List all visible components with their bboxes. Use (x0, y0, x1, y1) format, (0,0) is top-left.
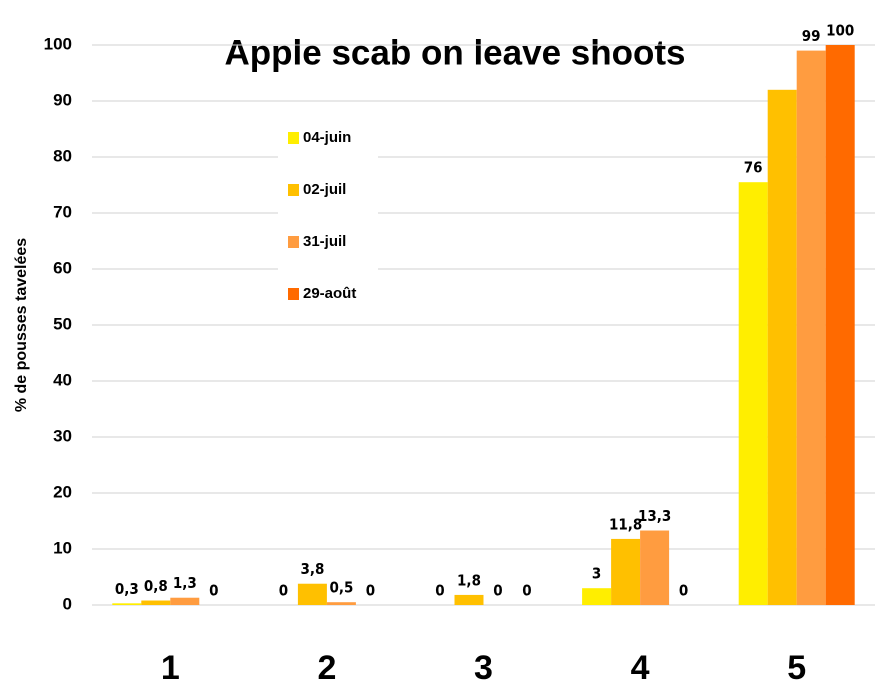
value-label: 0,5 (329, 579, 353, 597)
bar (141, 600, 171, 605)
bar (796, 50, 826, 606)
value-label: 0 (435, 582, 444, 600)
value-label: 11,8 (609, 515, 642, 533)
legend-swatch (288, 132, 299, 144)
bar (582, 588, 612, 605)
value-label: 0 (493, 582, 502, 600)
bar (825, 45, 855, 605)
bar (767, 89, 797, 606)
y-tick-label: 30 (53, 426, 72, 445)
value-label: 0 (279, 582, 288, 600)
legend-label: 29-août (303, 285, 356, 302)
legend-label: 04-juin (303, 129, 351, 146)
y-axis-label: % de pousses tavelées (13, 238, 30, 412)
value-label: 100 (826, 22, 854, 40)
y-tick-label: 20 (53, 482, 72, 501)
y-tick-label: 60 (53, 258, 72, 277)
value-label: 0,8 (144, 577, 168, 595)
bar (640, 530, 670, 605)
legend-swatch (288, 184, 299, 196)
y-tick-label: 50 (53, 314, 72, 333)
x-tick-label: 2 (317, 649, 336, 687)
value-label: 0,3 (115, 580, 139, 598)
legend-swatch (288, 288, 299, 300)
x-tick-label: 3 (474, 649, 493, 687)
legend-swatch (288, 236, 299, 248)
value-label: 0 (366, 582, 375, 600)
y-tick-label: 10 (53, 538, 72, 557)
value-label: 3 (592, 565, 601, 583)
value-label: 0 (522, 582, 531, 600)
x-tick-label: 1 (161, 649, 180, 687)
value-label: 0 (679, 582, 688, 600)
bar (738, 182, 768, 605)
y-tick-label: 40 (53, 370, 72, 389)
bar (112, 603, 142, 605)
legend-label: 02-juil (303, 181, 346, 198)
y-tick-label: 90 (53, 90, 72, 109)
y-tick-label: 100 (44, 34, 72, 53)
chart-title: Apple scab on leave shoots (225, 33, 686, 72)
bar (170, 597, 200, 605)
bar (454, 594, 484, 605)
value-label: 1,3 (173, 574, 197, 592)
y-tick-label: 80 (53, 146, 72, 165)
value-label: 3,8 (300, 560, 324, 578)
legend-label: 31-juil (303, 233, 346, 250)
value-label: 99 (802, 27, 821, 45)
value-label: 76 (744, 159, 763, 177)
value-label: 1,8 (457, 571, 481, 589)
value-label: 0 (209, 582, 218, 600)
y-tick-label: 0 (63, 594, 72, 613)
bar (326, 602, 356, 605)
bar (611, 538, 641, 605)
legend-box (278, 115, 378, 305)
value-label: 13,3 (638, 507, 671, 525)
x-tick-label: 5 (787, 649, 806, 687)
x-tick-label: 4 (631, 649, 650, 687)
y-tick-label: 70 (53, 202, 72, 221)
bar (297, 583, 327, 605)
